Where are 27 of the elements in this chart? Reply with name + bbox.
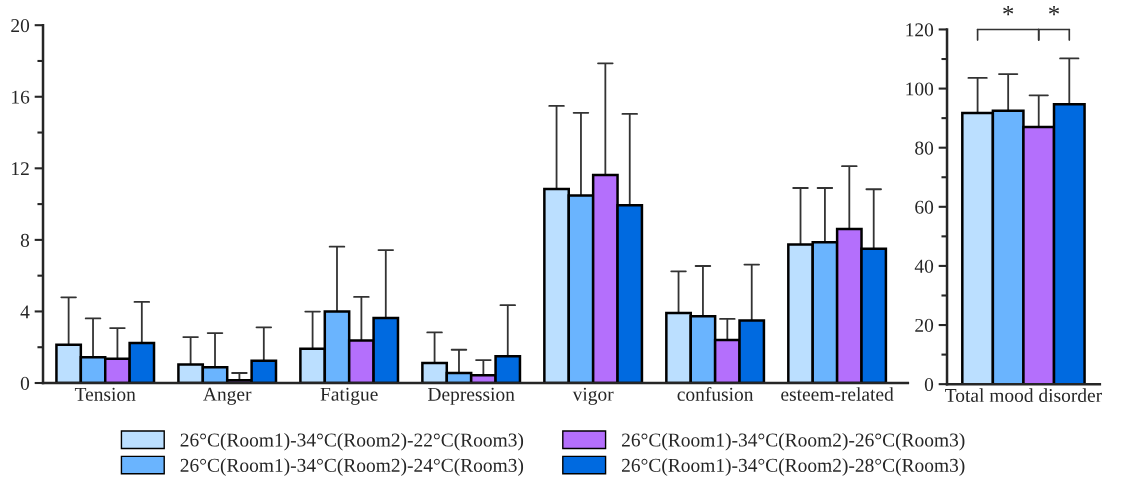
y-tick-label: 12 — [12, 162, 29, 176]
x-tick-label: vigor — [572, 387, 614, 405]
x-tick-label: Anger — [203, 387, 252, 405]
x-tick-label: Tension — [74, 387, 136, 401]
x-tick-label: Total mood disorder — [945, 388, 1102, 403]
x-tick-label: Depression — [427, 387, 515, 405]
x-tick-label: confusion — [677, 386, 754, 401]
x-tick-label: esteem-related — [781, 387, 894, 401]
y-tick-label: 0 — [924, 377, 934, 392]
text: * — [1048, 5, 1060, 16]
y-tick-label: 16 — [12, 90, 30, 104]
legend-label: 26°C(Room1)-34°C(Room2)-22°C(Room3) — [180, 432, 524, 451]
legend-label: 26°C(Room1)-34°C(Room2)-26°C(Room3) — [621, 432, 965, 451]
y-tick-label: 20 — [915, 318, 934, 332]
y-tick-label: 40 — [914, 259, 934, 273]
legend-label: 26°C(Room1)-34°C(Room2)-24°C(Room3) — [180, 458, 524, 476]
y-tick-label: 120 — [906, 23, 934, 37]
y-tick-label: 20 — [11, 19, 30, 33]
y-tick-label: 80 — [915, 141, 934, 155]
y-tick-label: 8 — [20, 233, 30, 247]
y-tick-label: 60 — [915, 200, 934, 214]
legend-label: 26°C(Room1)-34°C(Room2)-28°C(Room3) — [621, 458, 965, 476]
text: * — [1003, 5, 1014, 16]
y-tick-label: 0 — [20, 376, 30, 390]
x-tick-label: Fatigue — [320, 387, 378, 405]
y-tick-label: 4 — [20, 305, 30, 319]
y-tick-label: 100 — [906, 82, 934, 96]
